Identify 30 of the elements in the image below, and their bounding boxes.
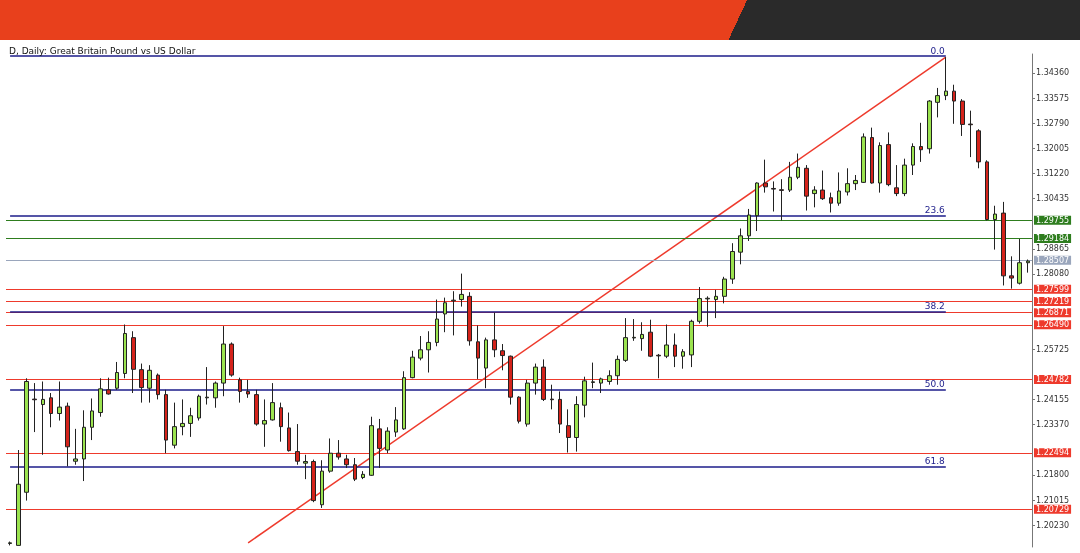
chart-title: D, Daily: Great Britain Pound vs US Dollar: [9, 45, 196, 56]
y-tick-label: 1.32790: [1036, 118, 1070, 128]
annotation: 38.2: [924, 300, 945, 311]
ref-line-label: 1.26871: [1036, 308, 1070, 318]
y-tick-label: 1.30435: [1036, 194, 1070, 204]
y-tick-label: 1.28080: [1036, 269, 1070, 279]
y-tick-label: 1.34360: [1036, 68, 1070, 78]
ref-line-label: 1.22494: [1036, 448, 1070, 458]
ref-line-label: 1.28507: [1036, 255, 1070, 265]
y-tick-label: 1.21015: [1036, 495, 1070, 505]
y-tick-label: 1.20230: [1036, 520, 1070, 530]
y-tick-label: 1.24155: [1036, 395, 1070, 405]
annotation: 50.0: [924, 379, 946, 389]
ref-line-label: 1.24782: [1036, 375, 1070, 385]
y-tick-label: 1.21800: [1036, 470, 1070, 480]
y-tick-label: 1.31220: [1036, 168, 1070, 178]
y-tick-label: 1.25725: [1036, 344, 1070, 354]
y-tick-label: 1.28865: [1036, 244, 1070, 254]
annotation: 23.6: [924, 205, 946, 216]
y-tick-label: 1.33575: [1036, 93, 1070, 103]
ref-line-label: 1.27219: [1036, 296, 1070, 306]
ref-line-label: 1.27599: [1036, 284, 1070, 294]
y-tick-label: 1.23370: [1036, 420, 1070, 430]
ref-line-label: 1.29184: [1036, 234, 1070, 244]
annotation: 0.0: [930, 45, 946, 56]
ref-line-label: 1.20729: [1036, 504, 1070, 514]
y-tick-label: 1.32005: [1036, 143, 1070, 153]
ref-line-label: 1.26490: [1036, 320, 1070, 330]
annotation: 61.8: [924, 456, 946, 467]
ref-line-label: 1.29755: [1036, 215, 1070, 225]
